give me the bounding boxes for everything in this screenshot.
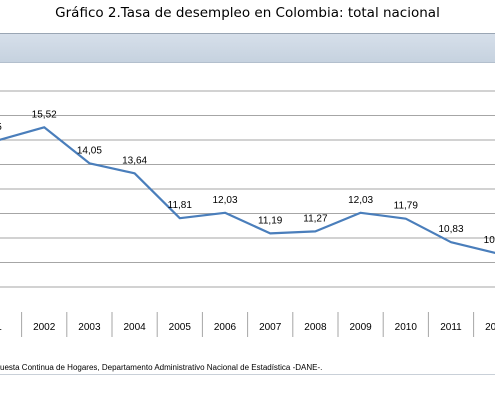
x-tick-labels: 1 2002 2003 2004 2005 2006 2007 2008 2009 2010 201…	[0, 322, 495, 333]
data-labels: 5 15,52 14,05 13,64 11,81 12,03 11,19 11,27 12,0…	[0, 109, 495, 246]
data-label-2008: 11,27	[303, 213, 328, 224]
data-label-2007: 11,19	[258, 215, 283, 226]
x-tick-2007: 2007	[259, 322, 282, 333]
data-label-2011: 10,83	[438, 224, 463, 235]
x-tick-2003: 2003	[78, 322, 101, 333]
series-group	[0, 126, 495, 255]
chart-panel	[0, 33, 495, 375]
x-tick-2002: 2002	[33, 322, 56, 333]
x-tick-2001: 1	[0, 322, 2, 333]
x-tick-2006: 2006	[214, 322, 237, 333]
data-label-2005: 11,81	[168, 200, 193, 211]
data-label-2006: 12,03	[212, 195, 237, 206]
x-tick-2010: 2010	[395, 322, 418, 333]
grid-lines	[0, 90, 495, 337]
x-tick-2009: 2009	[349, 322, 372, 333]
data-label-2001: 5	[0, 122, 2, 133]
x-tick-2005: 2005	[169, 322, 192, 333]
data-label-2004: 13,64	[122, 155, 147, 166]
x-tick-2004: 2004	[123, 322, 146, 333]
data-label-2002: 15,52	[32, 109, 57, 120]
x-tick-2011: 2011	[440, 322, 462, 333]
data-label-2010: 11,79	[394, 201, 419, 212]
data-label-2012: 10,38	[484, 235, 495, 246]
x-tick-2012: 2012	[485, 322, 495, 333]
source-note: uesta Continua de Hogares, Departamento …	[0, 363, 323, 372]
series-line-desempleo	[0, 126, 495, 255]
chart-header-band	[0, 34, 495, 63]
x-tick-2008: 2008	[304, 322, 327, 333]
data-label-2009: 12,03	[348, 195, 373, 206]
chart-title: Gráfico 2.Tasa de desempleo en Colombia:…	[55, 5, 440, 21]
data-label-2003: 14,05	[77, 145, 102, 156]
